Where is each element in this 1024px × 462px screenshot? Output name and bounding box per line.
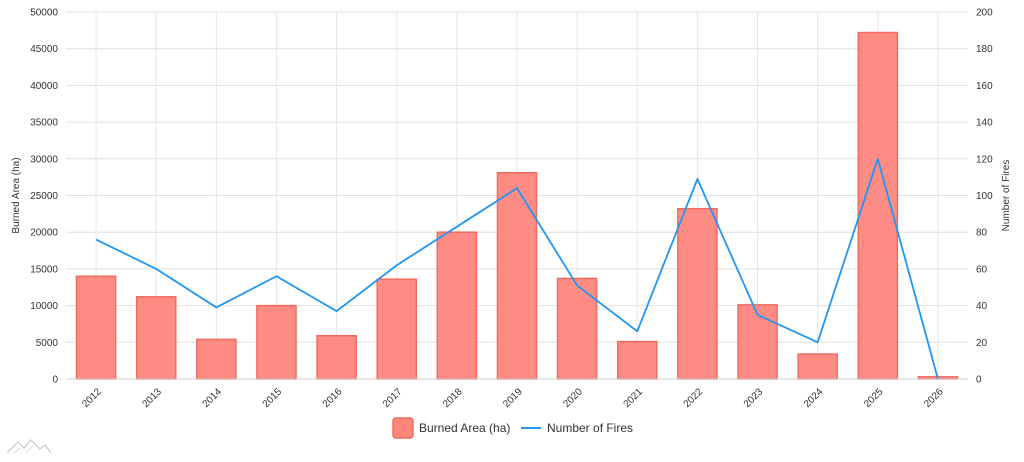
line-series: [95, 157, 939, 380]
y2-tick-label: 20: [976, 338, 988, 349]
bar: [797, 353, 838, 380]
y-tick-label: 15000: [30, 264, 58, 275]
bar: [737, 304, 778, 380]
x-tick-label: 2022: [682, 386, 706, 410]
bar: [196, 338, 237, 380]
y-tick-label: 50000: [30, 8, 58, 19]
y-tick-label: 35000: [30, 118, 58, 129]
bar: [376, 278, 418, 380]
y2-tick-label: 160: [976, 81, 993, 92]
y2-tick-label: 60: [976, 264, 988, 275]
y2-tick-label: 200: [976, 8, 993, 19]
y2-tick-label: 140: [976, 118, 993, 129]
bar: [496, 171, 538, 380]
y-tick-label: 30000: [30, 154, 58, 165]
legend-label-line: Number of Fires: [547, 421, 633, 435]
legend-item-burned-area[interactable]: Burned Area (ha): [392, 417, 510, 439]
bar: [75, 275, 117, 380]
legend-item-number-of-fires[interactable]: Number of Fires: [521, 421, 633, 435]
y2-tick-label: 100: [976, 191, 993, 202]
y2-tick-label: 0: [976, 375, 982, 386]
y-tick-label: 5000: [36, 338, 59, 349]
legend-swatch-bar: [392, 417, 414, 439]
x-tick-label: 2026: [922, 386, 946, 410]
y2-axis-title: Number of Fires: [1001, 160, 1012, 232]
y-tick-label: 10000: [30, 301, 58, 312]
bar: [556, 277, 598, 380]
x-tick-label: 2017: [381, 386, 405, 410]
y-tick-label: 45000: [30, 44, 58, 55]
x-tick-label: 2014: [201, 386, 225, 410]
y2-tick-label: 180: [976, 44, 993, 55]
line-number-of-fires: [95, 157, 939, 380]
x-tick-label: 2024: [802, 386, 826, 410]
x-tick-label: 2018: [441, 386, 465, 410]
legend-label-bar: Burned Area (ha): [419, 421, 510, 435]
y-tick-label: 25000: [30, 191, 58, 202]
bar: [677, 207, 718, 380]
y-tick-label: 0: [52, 375, 58, 386]
bar: [436, 231, 478, 380]
y2-tick-label: 40: [976, 301, 988, 312]
x-tick-label: 2021: [622, 386, 646, 410]
x-tick-label: 2012: [80, 386, 104, 410]
bar: [135, 296, 177, 380]
x-tick-label: 2016: [321, 386, 345, 410]
mountain-logo-icon: [6, 438, 52, 459]
y-tick-label: 40000: [30, 81, 58, 92]
x-tick-label: 2025: [862, 386, 886, 410]
x-tick-label: 2013: [140, 386, 164, 410]
y-axis-title: Burned Area (ha): [11, 157, 22, 233]
x-tick-label: 2023: [742, 386, 766, 410]
x-tick-label: 2019: [501, 386, 525, 410]
bar: [316, 334, 357, 380]
x-tick-label: 2015: [261, 386, 285, 410]
legend[interactable]: Burned Area (ha) Number of Fires: [392, 417, 633, 439]
bar-series: [75, 31, 959, 380]
bar: [256, 304, 297, 380]
y-tick-label: 20000: [30, 228, 58, 239]
bar: [616, 340, 658, 380]
x-tick-label: 2020: [561, 386, 585, 410]
y2-tick-label: 120: [976, 154, 993, 165]
y2-tick-label: 80: [976, 228, 988, 239]
